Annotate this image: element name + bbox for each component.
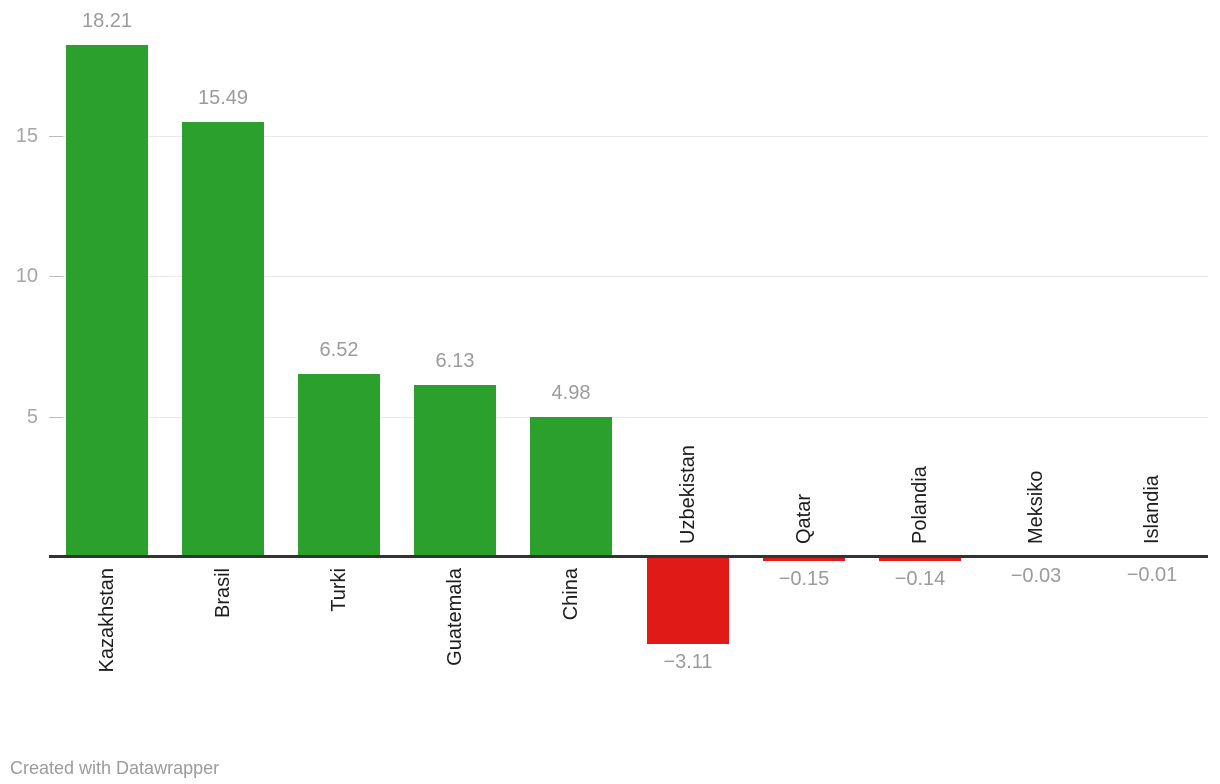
gridline xyxy=(63,416,1208,418)
bar-value-label: 18.21 xyxy=(81,10,133,33)
gridline xyxy=(63,135,1208,137)
bar-value-label: −0.03 xyxy=(1010,564,1062,587)
bar xyxy=(530,417,612,557)
bar xyxy=(763,557,845,562)
datawrapper-attribution-link[interactable]: Created with Datawrapper xyxy=(10,758,220,778)
bar-category-label: Islandia xyxy=(1141,475,1163,544)
bar-category-label: Turki xyxy=(328,568,350,612)
y-axis-tick-mark xyxy=(49,416,63,418)
y-axis-tick-mark xyxy=(49,276,63,277)
bar-value-label: 6.52 xyxy=(319,338,359,361)
bar-category-label: Meksiko xyxy=(1025,470,1047,544)
bar xyxy=(182,121,264,557)
bar-value-label: 15.49 xyxy=(197,86,249,109)
bar-category-label: Guatemala xyxy=(444,568,466,666)
bar-category-label: Qatar xyxy=(793,493,815,544)
bar-value-label: 4.98 xyxy=(551,382,591,405)
y-axis-tick-label: 15 xyxy=(15,124,38,147)
bar-category-label: Uzbekistan xyxy=(677,445,699,544)
bar-value-label: −3.11 xyxy=(663,651,713,674)
bar-value-label: −0.14 xyxy=(894,567,946,590)
gridline xyxy=(63,276,1208,277)
bar-value-label: 6.13 xyxy=(435,349,475,372)
y-axis-tick-label: 5 xyxy=(26,405,38,428)
bar-category-label: Polandia xyxy=(909,466,931,544)
bar xyxy=(66,45,148,557)
bar-value-label: −0.15 xyxy=(778,568,830,591)
x-axis-line xyxy=(49,555,1208,558)
y-axis-tick-label: 10 xyxy=(15,265,38,287)
bar xyxy=(879,557,961,561)
bar-category-label: Kazakhstan xyxy=(96,568,118,673)
bar-category-label: Brasil xyxy=(212,568,234,619)
bar xyxy=(414,384,496,557)
bar xyxy=(298,373,380,557)
y-axis-tick-mark xyxy=(49,135,63,137)
bar-category-label: China xyxy=(560,568,582,621)
bar-value-label: −0.01 xyxy=(1126,564,1178,587)
bar xyxy=(647,557,729,645)
